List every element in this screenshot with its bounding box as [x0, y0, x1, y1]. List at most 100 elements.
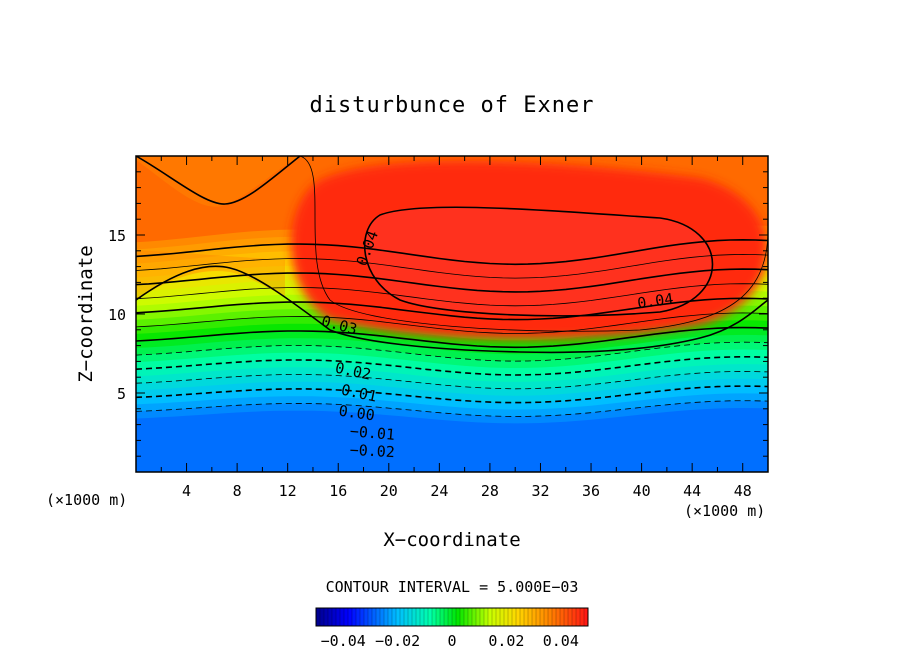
x-tick-label: 40: [633, 482, 651, 500]
colorbar-tick-label: −0.02: [375, 632, 420, 650]
y-tick-labels: 5 10 15: [108, 227, 126, 403]
colorbar-segment: [532, 608, 537, 626]
colorbar-segment: [468, 608, 473, 626]
colorbar-segment: [336, 608, 341, 626]
colorbar-segment: [444, 608, 449, 626]
colorbar-segment: [424, 608, 429, 626]
x-tick-label: 4: [182, 482, 191, 500]
x-tick-label: 12: [279, 482, 297, 500]
x-tick-label: 28: [481, 482, 499, 500]
x-unit-right: (×1000 m): [684, 502, 765, 520]
contour-label: 0.00: [338, 402, 376, 425]
colorbar-segment: [412, 608, 417, 626]
x-tick-label: 44: [683, 482, 701, 500]
colorbar-segment: [352, 608, 357, 626]
colorbar-segment: [436, 608, 441, 626]
contour-line: [136, 355, 768, 376]
colorbar: [315, 608, 589, 626]
colorbar-segment: [504, 608, 509, 626]
contour-line: [136, 156, 301, 205]
colorbar-segment: [464, 608, 469, 626]
colorbar-segment: [416, 608, 421, 626]
colorbar-segment: [376, 608, 381, 626]
contour-interval-text: CONTOUR INTERVAL = 5.000E−03: [326, 578, 579, 596]
colorbar-segment: [332, 608, 337, 626]
colorbar-segment: [472, 608, 477, 626]
contour-field: 0.040.040.030.020.010.00−0.01−0.02: [136, 156, 768, 472]
colorbar-segment: [516, 608, 521, 626]
contour-line: [136, 283, 768, 307]
colorbar-segment: [392, 608, 397, 626]
contour-line: [136, 326, 768, 349]
colorbar-segment: [388, 608, 393, 626]
colorbar-tick-label: −0.04: [321, 632, 366, 650]
colorbar-segment: [540, 608, 545, 626]
colorbar-segment: [356, 608, 361, 626]
contour-line: [299, 156, 768, 332]
colorbar-segment: [408, 608, 413, 626]
x-tick-label: 8: [233, 482, 242, 500]
x-tick-label: 32: [531, 482, 549, 500]
contour-line: [363, 206, 714, 317]
colorbar-segment: [348, 608, 353, 626]
colorbar-segment: [528, 608, 533, 626]
x-tick-label: 16: [329, 482, 347, 500]
colorbar-tick-label: 0: [447, 632, 456, 650]
colorbar-segment: [556, 608, 561, 626]
colorbar-segment: [480, 608, 485, 626]
colorbar-segment: [568, 608, 573, 626]
colorbar-tick-labels: −0.04 −0.02 0 0.02 0.04: [321, 632, 579, 650]
contour-band: [136, 408, 768, 472]
colorbar-segment: [400, 608, 405, 626]
colorbar-segment: [396, 608, 401, 626]
contour-line: [136, 265, 768, 354]
y-tick-label: 15: [108, 227, 126, 245]
x-tick-label: 36: [582, 482, 600, 500]
x-unit-left: (×1000 m): [46, 491, 127, 509]
colorbar-segment: [344, 608, 349, 626]
colorbar-segment: [372, 608, 377, 626]
colorbar-segment: [364, 608, 369, 626]
colorbar-segment: [584, 608, 589, 626]
contour-label: 0.04: [636, 290, 674, 313]
colorbar-segment: [368, 608, 373, 626]
colorbar-segment: [548, 608, 553, 626]
colorbar-segment: [564, 608, 569, 626]
colorbar-segment: [340, 608, 345, 626]
colorbar-segment: [500, 608, 505, 626]
colorbar-segment: [524, 608, 529, 626]
colorbar-segment: [460, 608, 465, 626]
colorbar-tick-label: 0.02: [488, 632, 524, 650]
colorbar-segment: [320, 608, 325, 626]
colorbar-segment: [576, 608, 581, 626]
colorbar-segment: [380, 608, 385, 626]
colorbar-segment: [428, 608, 433, 626]
colorbar-segment: [536, 608, 541, 626]
contour-line: [136, 341, 768, 362]
colorbar-segment: [404, 608, 409, 626]
corner-region: [136, 156, 300, 207]
colorbar-segment: [448, 608, 453, 626]
x-tick-label: 20: [380, 482, 398, 500]
colorbar-segment: [384, 608, 389, 626]
colorbar-segment: [432, 608, 437, 626]
colorbar-segment: [552, 608, 557, 626]
colorbar-segment: [324, 608, 329, 626]
contour-line: [136, 238, 768, 266]
colorbar-segment: [360, 608, 365, 626]
contour-label: −0.01: [349, 422, 396, 444]
y-axis-label: Z−coordinate: [75, 245, 97, 382]
contour-lines: [136, 156, 768, 417]
x-tick-labels: 4 8 12 16 20 24 28 32 36 40 44 48: [182, 482, 752, 500]
colorbar-segment: [492, 608, 497, 626]
colorbar-segment: [572, 608, 577, 626]
x-tick-label: 48: [734, 482, 752, 500]
contour-label: −0.02: [349, 441, 395, 461]
colorbar-segment: [316, 608, 321, 626]
colorbar-segment: [496, 608, 501, 626]
colorbar-segment: [512, 608, 517, 626]
colorbar-segment: [560, 608, 565, 626]
colorbar-frame: [315, 607, 589, 627]
